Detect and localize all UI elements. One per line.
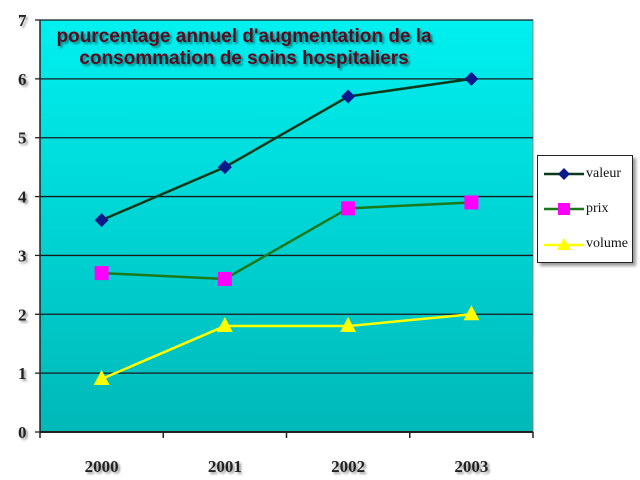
triangle-marker-icon bbox=[544, 238, 584, 250]
data-point-prix bbox=[341, 201, 356, 216]
data-point-volume bbox=[93, 370, 110, 386]
x-tick-label: 2002 bbox=[331, 457, 365, 476]
y-tick-label: 7 bbox=[18, 11, 27, 30]
y-tick-label: 5 bbox=[18, 129, 27, 148]
y-tick-label: 4 bbox=[18, 188, 27, 207]
data-point-volume bbox=[216, 317, 233, 333]
square-marker-icon bbox=[544, 203, 584, 215]
x-tick-label: 2001 bbox=[208, 457, 242, 476]
legend-label: prix bbox=[586, 201, 609, 216]
data-point-prix bbox=[217, 271, 232, 286]
y-tick-label: 3 bbox=[18, 246, 27, 265]
series-line-valeur bbox=[101, 77, 472, 222]
legend-label: volume bbox=[586, 236, 628, 251]
y-tick-label: 0 bbox=[18, 423, 27, 442]
legend-item-valeur: valeur bbox=[544, 166, 621, 182]
title-line-1: pourcentage annuel d'augmentation de la bbox=[56, 26, 432, 47]
series-line-volume bbox=[101, 313, 472, 381]
data-point-valeur bbox=[217, 160, 232, 175]
title-line-2: consommation de soins hospitaliers bbox=[79, 48, 409, 69]
data-point-valeur bbox=[341, 89, 356, 104]
legend-label: valeur bbox=[586, 166, 621, 181]
y-tick-label: 6 bbox=[18, 70, 27, 89]
data-point-valeur bbox=[464, 71, 479, 86]
data-point-volume bbox=[463, 305, 480, 321]
series-line-prix bbox=[101, 201, 472, 281]
data-point-prix bbox=[94, 266, 109, 281]
legend-item-prix: prix bbox=[544, 201, 609, 217]
data-point-volume bbox=[340, 317, 357, 333]
data-point-valeur bbox=[94, 213, 109, 228]
legend: valeur prix volume bbox=[537, 155, 633, 263]
chart-title: pourcentage annuel d'augmentation de la … bbox=[44, 26, 444, 70]
plot-area bbox=[39, 19, 534, 433]
x-tick-label: 2003 bbox=[454, 457, 488, 476]
x-tick-label: 2000 bbox=[85, 457, 119, 476]
data-point-prix bbox=[464, 195, 479, 210]
y-tick-label: 1 bbox=[18, 364, 27, 383]
diamond-marker-icon bbox=[544, 168, 584, 180]
legend-item-volume: volume bbox=[544, 236, 628, 252]
y-tick-label: 2 bbox=[18, 305, 27, 324]
